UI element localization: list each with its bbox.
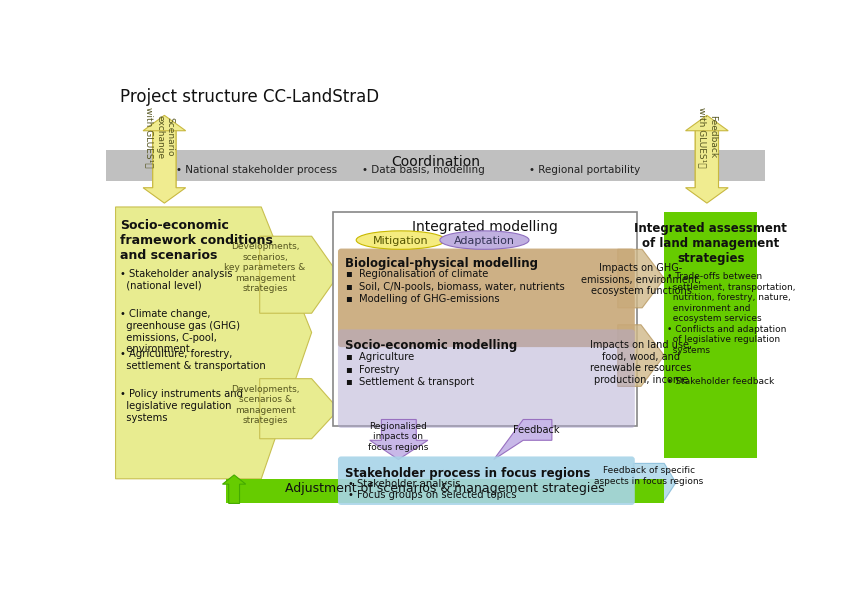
Polygon shape: [143, 131, 185, 203]
Polygon shape: [260, 236, 339, 313]
Text: Developments,
scenarios,
key parameters &
management
strategies: Developments, scenarios, key parameters …: [224, 243, 306, 293]
Text: Integrated assessment
of land management
strategies: Integrated assessment of land management…: [634, 221, 787, 264]
Text: ▪  Agriculture: ▪ Agriculture: [347, 352, 415, 362]
Text: Socio-economic
framework conditions
and scenarios: Socio-economic framework conditions and …: [120, 219, 273, 262]
Polygon shape: [494, 419, 552, 459]
Text: • Conflicts and adaptation
  of legislative regulation
  systems: • Conflicts and adaptation of legislativ…: [667, 325, 787, 355]
Text: • Climate change,
  greenhouse gas (GHG)
  emissions, C-pool,
  environment: • Climate change, greenhouse gas (GHG) e…: [120, 309, 241, 354]
Polygon shape: [618, 249, 664, 308]
FancyBboxPatch shape: [338, 329, 635, 428]
Text: Feedback of specific
aspects in focus regions: Feedback of specific aspects in focus re…: [594, 466, 703, 486]
Text: Coordination: Coordination: [391, 155, 480, 170]
Text: Feedback: Feedback: [513, 425, 559, 435]
Bar: [226, 479, 664, 504]
Polygon shape: [223, 475, 246, 504]
Ellipse shape: [356, 231, 445, 249]
Bar: [106, 150, 765, 181]
Bar: [333, 211, 638, 426]
Text: Adjustment of scenarios & management strategies: Adjustment of scenarios & management str…: [285, 482, 604, 495]
Text: • Policy instruments and
  legislative regulation
  systems: • Policy instruments and legislative reg…: [120, 389, 243, 423]
Ellipse shape: [440, 231, 529, 249]
Text: ▪  Regionalisation of climate: ▪ Regionalisation of climate: [347, 269, 489, 279]
Text: ▪  Modelling of GHG-emissions: ▪ Modelling of GHG-emissions: [347, 294, 500, 304]
Text: • Focus groups on selected topics: • Focus groups on selected topics: [348, 489, 517, 499]
Polygon shape: [370, 419, 428, 459]
Text: Biological-physical modelling: Biological-physical modelling: [345, 257, 538, 270]
Polygon shape: [260, 379, 339, 439]
Text: Adaptation: Adaptation: [454, 236, 515, 246]
Text: Impacts on land use,
food, wood, and
renewable resources
production, income: Impacts on land use, food, wood, and ren…: [590, 340, 692, 385]
Bar: [664, 211, 757, 458]
Text: Socio-economic modelling: Socio-economic modelling: [345, 339, 517, 352]
Polygon shape: [686, 115, 728, 188]
Text: Stakeholder process in focus regions: Stakeholder process in focus regions: [345, 467, 590, 480]
Text: Impacts on GHG-
emissions, environment,
ecosystem functions: Impacts on GHG- emissions, environment, …: [581, 263, 701, 296]
Text: Integrated modelling: Integrated modelling: [412, 220, 558, 234]
Text: • National stakeholder process: • National stakeholder process: [176, 164, 337, 174]
Text: • Data basis, modelling: • Data basis, modelling: [362, 164, 484, 174]
Text: • Trade-offs between
  settlement, transportation,
  nutrition, forestry, nature: • Trade-offs between settlement, transpo…: [667, 273, 796, 323]
Polygon shape: [633, 464, 676, 500]
Text: • Regional portability: • Regional portability: [529, 164, 640, 174]
Text: • Stakeholder analysis: • Stakeholder analysis: [348, 479, 461, 489]
Text: ▪  Forestry: ▪ Forestry: [347, 365, 400, 375]
Text: Mitigation: Mitigation: [373, 236, 428, 246]
Text: Project structure CC-LandStraD: Project structure CC-LandStraD: [120, 88, 379, 105]
Text: ▪  Soil, C/N-pools, biomass, water, nutrients: ▪ Soil, C/N-pools, biomass, water, nutri…: [347, 282, 565, 292]
Text: Developments,
scenarios &
management
strategies: Developments, scenarios & management str…: [231, 385, 299, 425]
FancyBboxPatch shape: [338, 456, 635, 505]
Polygon shape: [143, 115, 185, 188]
Text: Regionalised
impacts on
focus regions: Regionalised impacts on focus regions: [368, 422, 428, 452]
Polygon shape: [116, 207, 312, 479]
Polygon shape: [686, 131, 728, 203]
Text: • Agriculture, forestry,
  settlement & transportation: • Agriculture, forestry, settlement & tr…: [120, 349, 266, 371]
Text: ▪  Settlement & transport: ▪ Settlement & transport: [347, 377, 475, 387]
Text: • Stakeholder feedback: • Stakeholder feedback: [667, 377, 774, 386]
Polygon shape: [618, 325, 664, 386]
Text: Scenario
exchange
with GLUES¹⧟: Scenario exchange with GLUES¹⧟: [144, 107, 174, 167]
FancyBboxPatch shape: [338, 249, 635, 347]
Text: Feedback
with GLUES¹⧟: Feedback with GLUES¹⧟: [698, 107, 717, 167]
Text: • Stakeholder analysis
  (national level): • Stakeholder analysis (national level): [120, 269, 233, 291]
